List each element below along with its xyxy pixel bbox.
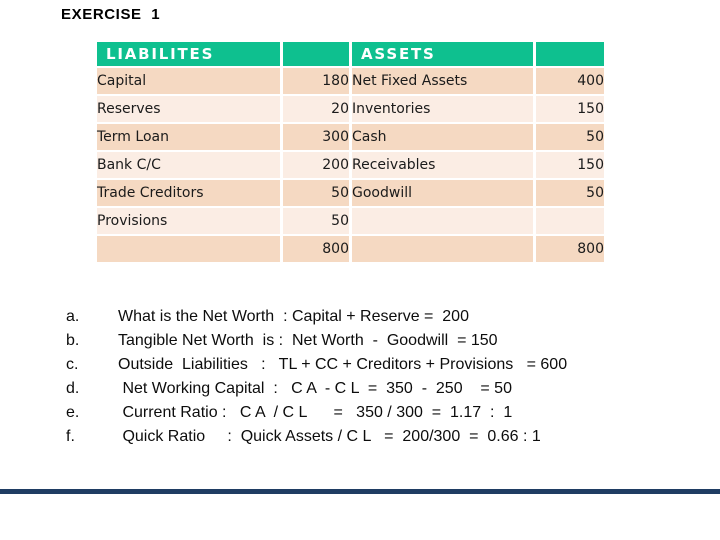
liability-name <box>97 236 280 262</box>
liability-value: 50 <box>283 208 349 234</box>
question-letter: f. <box>66 428 75 445</box>
question-letter: a. <box>66 308 80 325</box>
asset-name: Net Fixed Assets <box>352 68 533 94</box>
table-row: Term Loan 300 Cash 50 <box>97 124 604 150</box>
table-row: Trade Creditors 50 Goodwill 50 <box>97 180 604 206</box>
asset-value: 150 <box>536 152 604 178</box>
liabilities-value-header <box>283 42 349 66</box>
table-header-row: LIABILITES ASSETS <box>97 42 604 66</box>
table-row: Reserves 20 Inventories 150 <box>97 96 604 122</box>
question-line-b: b. Tangible Net Worth is : Net Worth - G… <box>66 329 567 353</box>
liability-name: Provisions <box>97 208 280 234</box>
liability-name: Trade Creditors <box>97 180 280 206</box>
question-letter: e. <box>66 404 80 421</box>
liability-name: Capital <box>97 68 280 94</box>
question-line-c: c. Outside Liabilities : TL + CC + Credi… <box>66 353 567 377</box>
asset-name <box>352 208 533 234</box>
asset-name: Receivables <box>352 152 533 178</box>
table-row: Provisions 50 <box>97 208 604 234</box>
liabilities-total: 800 <box>283 236 349 262</box>
asset-value <box>536 208 604 234</box>
asset-value: 150 <box>536 96 604 122</box>
assets-header: ASSETS <box>352 42 533 66</box>
question-letter: c. <box>66 356 79 373</box>
asset-value: 50 <box>536 180 604 206</box>
question-text: What is the Net Worth : Capital + Reserv… <box>118 308 469 325</box>
liability-name: Bank C/C <box>97 152 280 178</box>
balance-sheet-table: LIABILITES ASSETS Capital 180 Net Fixed … <box>94 40 607 264</box>
slide-title: EXERCISE 1 <box>61 6 161 23</box>
question-text: Quick Ratio : Quick Assets / C L = 200/3… <box>118 428 541 445</box>
questions-list: a. What is the Net Worth : Capital + Res… <box>66 305 567 449</box>
question-letter: b. <box>66 332 80 349</box>
question-text: Current Ratio : C A / C L = 350 / 300 = … <box>118 404 513 421</box>
liability-name: Term Loan <box>97 124 280 150</box>
liability-value: 20 <box>283 96 349 122</box>
liability-value: 300 <box>283 124 349 150</box>
question-text: Net Working Capital : C A - C L = 350 - … <box>118 380 512 397</box>
bottom-divider-rule <box>0 489 720 494</box>
assets-value-header <box>536 42 604 66</box>
question-line-f: f. Quick Ratio : Quick Assets / C L = 20… <box>66 425 567 449</box>
liability-value: 200 <box>283 152 349 178</box>
table-row: Bank C/C 200 Receivables 150 <box>97 152 604 178</box>
asset-name: Goodwill <box>352 180 533 206</box>
liability-name: Reserves <box>97 96 280 122</box>
asset-name: Cash <box>352 124 533 150</box>
liability-value: 180 <box>283 68 349 94</box>
assets-total: 800 <box>536 236 604 262</box>
question-text: Tangible Net Worth is : Net Worth - Good… <box>118 332 498 349</box>
liability-value: 50 <box>283 180 349 206</box>
asset-value: 400 <box>536 68 604 94</box>
asset-name <box>352 236 533 262</box>
question-line-d: d. Net Working Capital : C A - C L = 350… <box>66 377 567 401</box>
liabilities-header: LIABILITES <box>97 42 280 66</box>
table-row: Capital 180 Net Fixed Assets 400 <box>97 68 604 94</box>
question-letter: d. <box>66 380 80 397</box>
question-line-a: a. What is the Net Worth : Capital + Res… <box>66 305 567 329</box>
asset-value: 50 <box>536 124 604 150</box>
table-total-row: 800 800 <box>97 236 604 262</box>
question-text: Outside Liabilities : TL + CC + Creditor… <box>118 356 568 373</box>
asset-name: Inventories <box>352 96 533 122</box>
question-line-e: e. Current Ratio : C A / C L = 350 / 300… <box>66 401 567 425</box>
